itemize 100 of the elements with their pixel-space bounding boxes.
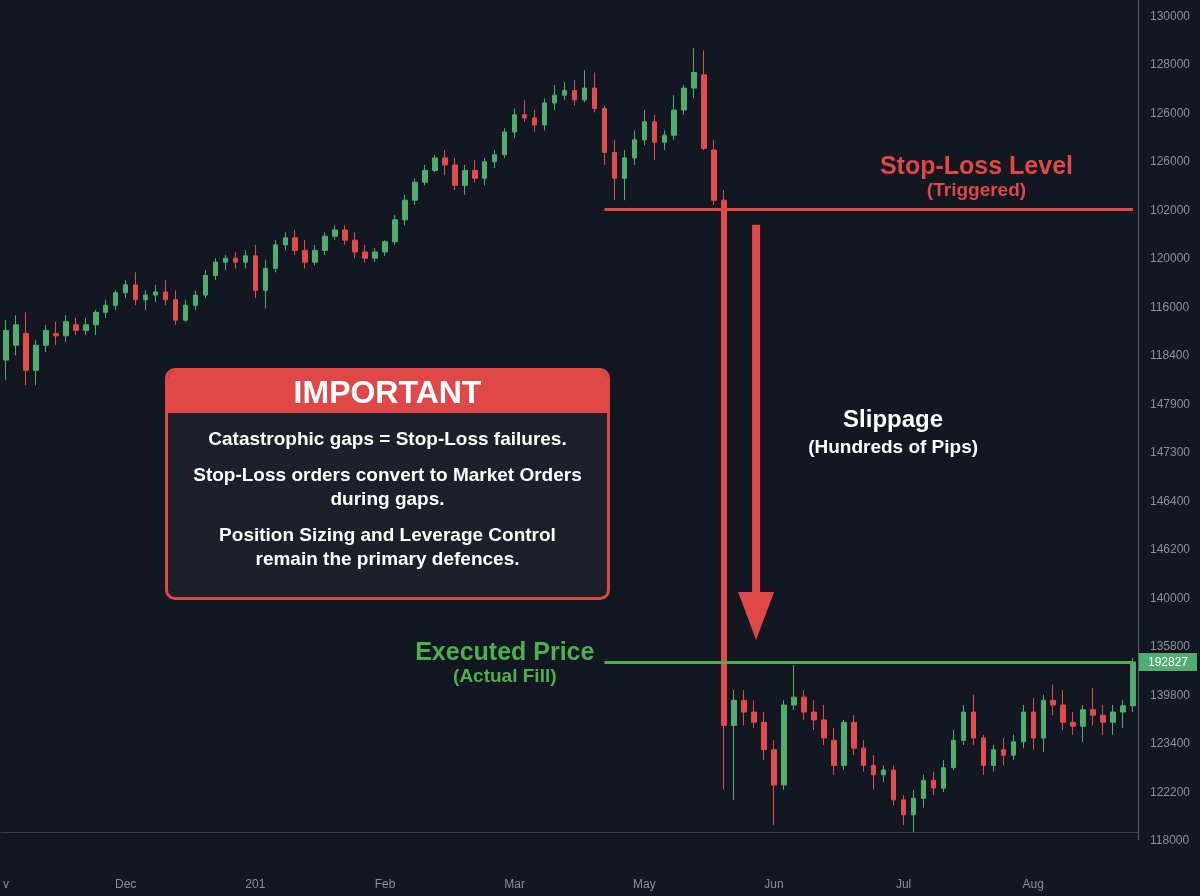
text: 118400: [1150, 348, 1190, 363]
text: 118000: [1150, 833, 1190, 847]
candlestick: [961, 704, 966, 746]
candlestick: [691, 47, 697, 99]
candlestick: [183, 299, 188, 323]
candlestick: [123, 279, 128, 299]
candlestick: [273, 239, 278, 273]
candlestick: [582, 69, 587, 103]
candlestick: [163, 279, 168, 306]
candlestick: [73, 317, 79, 336]
candlestick: [532, 109, 537, 133]
candlestick: [871, 754, 876, 791]
text: 146200: [1150, 542, 1191, 557]
candlestick: [13, 314, 19, 356]
candlestick: [83, 317, 89, 336]
candlestick: [522, 99, 527, 123]
candlestick: [881, 764, 886, 783]
candlestick: [302, 239, 308, 269]
candlestick: [332, 224, 338, 241]
candlestick: [911, 789, 916, 833]
candlestick: [143, 289, 148, 311]
candlestick: [951, 729, 956, 771]
candlestick: [203, 269, 208, 299]
candlestick: [382, 239, 388, 257]
candlestick: [392, 214, 398, 246]
text: 126000: [1150, 105, 1191, 120]
candlestick: [891, 764, 896, 806]
candlestick: [492, 149, 497, 169]
candlestick: [53, 321, 59, 346]
candlestick: [1011, 734, 1016, 761]
text: 135800: [1150, 639, 1191, 654]
candlestick: [502, 127, 507, 159]
candlestick: [761, 711, 767, 761]
candlestick: [442, 149, 448, 176]
candlestick: [402, 194, 408, 226]
candlestick: [652, 114, 657, 161]
candlestick: [1110, 704, 1116, 736]
x-tick-label: Aug: [1022, 877, 1044, 891]
text: 146400: [1150, 493, 1191, 508]
candlestick: [472, 159, 478, 183]
candlestick: [572, 79, 577, 106]
text: 139800: [1150, 687, 1191, 702]
candlestick: [811, 699, 817, 731]
x-tick-label: 201: [245, 877, 266, 891]
candlestick: [263, 259, 268, 309]
candlestick: [781, 699, 787, 791]
candlestick: [153, 284, 158, 303]
candlestick: [931, 771, 936, 796]
candlestick: [312, 244, 318, 266]
candlestick: [901, 794, 906, 826]
candlestick: [981, 734, 986, 776]
candlestick: [1001, 737, 1006, 766]
candlestick: [322, 231, 328, 256]
candlestick: [801, 689, 807, 721]
annotation: Stop-Loss orders convert to Market Orders during gaps.: [192, 463, 583, 511]
annotation: (Hundreds of Pips): [808, 435, 979, 457]
candlestick: [632, 129, 637, 166]
candlestick: [731, 689, 737, 801]
candlestick: [671, 94, 677, 141]
x-tick-label: Jun: [764, 877, 784, 891]
text: 102000: [1150, 202, 1191, 217]
candlestick: [1021, 704, 1026, 749]
candlestick: [991, 744, 996, 773]
candlestick: [1070, 711, 1076, 736]
text: 120000: [1150, 251, 1191, 266]
text: 147300: [1150, 445, 1191, 460]
candlestick: [133, 271, 138, 306]
candlestick: [1041, 694, 1046, 753]
candlestick: [213, 257, 218, 281]
candlestick: [831, 727, 837, 776]
candlestick: [861, 739, 866, 773]
text: 116000: [1150, 299, 1190, 314]
annotation: Position Sizing and Leverage Control remain the primary defences.: [218, 523, 557, 571]
x-tick-label: Feb: [374, 877, 396, 891]
text: 123400: [1150, 736, 1191, 751]
x-tick-label: May: [632, 877, 656, 891]
text: 192827: [1147, 654, 1189, 669]
candlestick: [542, 97, 547, 131]
candlestick: [253, 244, 258, 299]
candlestick: [482, 157, 487, 186]
candlestick: [233, 251, 238, 269]
candlestick: [741, 689, 747, 726]
candlestick: [223, 254, 228, 271]
candlestick: [193, 289, 198, 311]
annotation: IMPORTANT: [168, 371, 607, 413]
text: 130000: [1150, 9, 1191, 23]
candlestick: [3, 319, 9, 381]
candlestick: [372, 247, 378, 263]
candlestick: [342, 224, 348, 246]
candlestick: [1080, 704, 1086, 743]
candlestick: [33, 339, 39, 386]
candlestick: [791, 664, 797, 711]
candlestick: [93, 309, 99, 336]
candlestick: [452, 157, 458, 191]
candlestick: [771, 739, 777, 826]
text: 147900: [1150, 396, 1191, 411]
candlestick: [362, 244, 368, 263]
candlestick: [841, 719, 847, 771]
candlestick: [352, 231, 358, 259]
candlestick: [701, 49, 707, 151]
